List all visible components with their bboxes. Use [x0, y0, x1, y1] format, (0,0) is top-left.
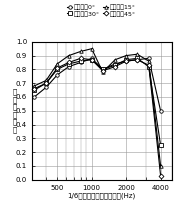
入射角度30° — [159, 144, 162, 147]
入射角度15° — [91, 47, 93, 50]
入射角度45° — [56, 67, 58, 69]
入射角度0° — [33, 96, 35, 98]
入射角度45° — [102, 70, 104, 72]
入射角度45° — [45, 82, 47, 84]
入射角度30° — [45, 82, 47, 84]
入射角度30° — [114, 64, 116, 66]
入射角度15° — [159, 165, 162, 167]
入射角度45° — [114, 65, 116, 68]
入射角度45° — [79, 57, 82, 60]
入射角度15° — [56, 63, 58, 65]
Y-axis label: 斜
入
射
吸
音
率: 斜 入 射 吸 音 率 — [12, 88, 16, 133]
入射角度30° — [148, 65, 150, 68]
入射角度30° — [136, 57, 138, 60]
入射角度15° — [114, 59, 116, 61]
入射角度0° — [148, 57, 150, 60]
入射角度15° — [68, 54, 70, 57]
X-axis label: 1/6オクターブ中心周波数(Hz): 1/6オクターブ中心周波数(Hz) — [68, 192, 136, 199]
Line: 入射角度0°: 入射角度0° — [33, 57, 162, 112]
入射角度0° — [45, 86, 47, 89]
入射角度15° — [102, 71, 104, 73]
入射角度30° — [125, 59, 127, 61]
入射角度45° — [68, 61, 70, 64]
入射角度0° — [79, 61, 82, 64]
入射角度0° — [125, 60, 127, 62]
Line: 入射角度45°: 入射角度45° — [33, 57, 162, 177]
入射角度45° — [136, 59, 138, 61]
入射角度15° — [136, 53, 138, 55]
入射角度45° — [159, 174, 162, 177]
Legend: 入射角度0°, 入射角度30°, 入射角度15°, 入射角度45°: 入射角度0°, 入射角度30°, 入射角度15°, 入射角度45° — [67, 4, 137, 17]
Line: 入射角度30°: 入射角度30° — [33, 57, 162, 147]
入射角度15° — [79, 50, 82, 53]
入射角度0° — [114, 63, 116, 65]
入射角度45° — [148, 64, 150, 66]
入射角度45° — [91, 59, 93, 61]
入射角度30° — [91, 59, 93, 61]
入射角度15° — [125, 54, 127, 57]
入射角度0° — [102, 68, 104, 71]
入射角度0° — [136, 59, 138, 61]
入射角度0° — [91, 57, 93, 60]
入射角度30° — [79, 60, 82, 62]
入射角度0° — [68, 65, 70, 68]
入射角度45° — [125, 60, 127, 62]
入射角度30° — [68, 63, 70, 65]
入射角度15° — [33, 85, 35, 87]
入射角度15° — [45, 79, 47, 82]
入射角度15° — [148, 60, 150, 62]
入射角度0° — [159, 110, 162, 112]
入射角度30° — [102, 68, 104, 71]
入射角度0° — [56, 74, 58, 76]
Line: 入射角度15°: 入射角度15° — [33, 47, 162, 168]
入射角度30° — [33, 89, 35, 91]
入射角度45° — [33, 87, 35, 90]
入射角度30° — [56, 68, 58, 71]
